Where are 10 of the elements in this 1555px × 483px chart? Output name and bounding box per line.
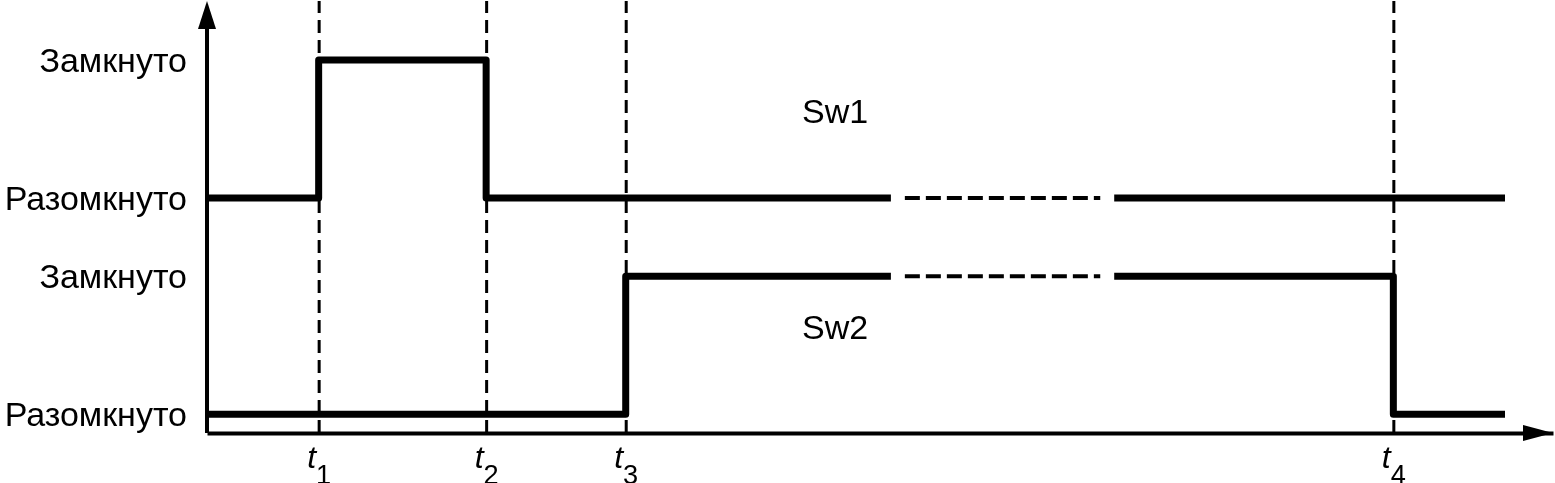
text: Разомкнуто <box>4 395 187 434</box>
text: Разомкнуто <box>4 179 187 218</box>
text: Замкнуто <box>39 257 187 296</box>
series-label: Sw1 <box>802 92 869 131</box>
x-tick-label: t$_{2}$ <box>474 438 499 483</box>
text: Замкнуто <box>39 41 187 79</box>
x-tick-label: t$_{3}$ <box>614 438 639 483</box>
x-tick-label: t$_{4}$ <box>1381 438 1406 483</box>
x-tick-label: t$_{1}$ <box>307 438 332 483</box>
series-label: Sw2 <box>802 308 869 347</box>
